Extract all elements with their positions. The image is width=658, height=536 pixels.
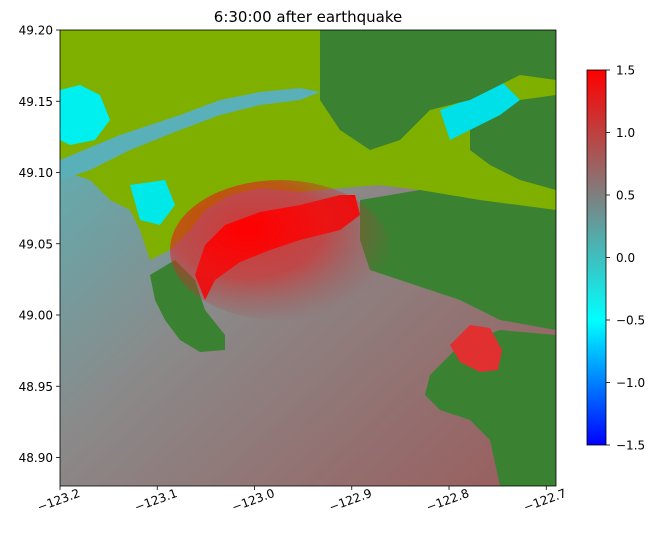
x-tick-label: −122.7 [522, 486, 569, 514]
bay-high-water [450, 325, 502, 372]
colorbar-gradient [586, 69, 607, 446]
x-tick-label: −123.2 [35, 486, 82, 514]
x-tick-label: −122.9 [327, 486, 374, 514]
x-tick-label: −123.0 [230, 486, 277, 514]
colorbar-ticks: 1.5 1.0 0.5 0.0 −0.5 −1.0 −1.5 [606, 64, 645, 453]
colorbar-tick-label: 1.0 [616, 126, 635, 140]
colorbar: 1.5 1.0 0.5 0.0 −0.5 −1.0 −1.5 [586, 64, 645, 453]
colorbar-tick-label: 0.5 [616, 189, 635, 203]
hills-east [360, 190, 556, 330]
peninsula-southwest [150, 260, 225, 352]
y-tick-label: 49.00 [19, 309, 53, 323]
hills-northeast-2 [470, 95, 556, 190]
colorbar-tick-label: −0.5 [616, 314, 645, 328]
map-plot [60, 30, 556, 486]
y-tick-label: 49.15 [19, 95, 53, 109]
y-tick-label: 49.05 [19, 237, 53, 251]
y-tick-label: 49.20 [19, 24, 53, 38]
flooded-lowland-mid [130, 180, 175, 225]
colorbar-tick-label: −1.0 [616, 376, 645, 390]
colorbar-tick-label: 0.0 [616, 251, 635, 265]
flooded-lowland-west [60, 85, 110, 145]
flooded-lowland-east [440, 80, 520, 140]
chart-title: 6:30:00 after earthquake [214, 8, 402, 26]
hills-southeast [425, 330, 556, 486]
x-tick-label: −123.1 [133, 486, 180, 514]
colorbar-tick-label: 1.5 [616, 64, 635, 78]
colorbar-tick-label: −1.5 [616, 439, 645, 453]
hills-northeast [320, 30, 556, 150]
y-tick-label: 48.90 [19, 451, 53, 465]
surge-glow [170, 180, 390, 320]
river-channel [60, 88, 320, 180]
x-tick-label: −122.8 [424, 486, 471, 514]
y-tick-label: 49.10 [19, 166, 53, 180]
plot-frame [59, 29, 557, 487]
x-axis: −123.2 −123.1 −123.0 −122.9 −122.8 −122.7 [35, 486, 568, 514]
y-axis: 49.20 49.15 49.10 49.05 49.00 48.95 48.90 [19, 24, 60, 465]
y-tick-label: 48.95 [19, 380, 53, 394]
